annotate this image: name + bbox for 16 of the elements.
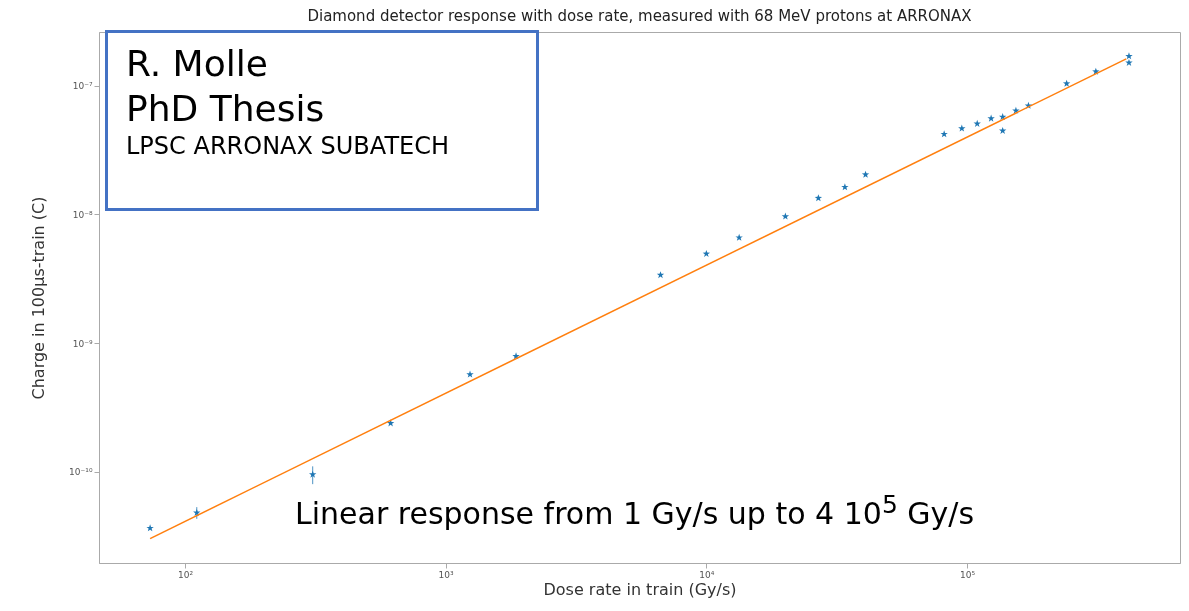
y-tick-label: 10⁻¹⁰ [69, 467, 93, 478]
chart-title: Diamond detector response with dose rate, measured with 68 MeV protons at ARRONAX [307, 7, 972, 25]
y-tick-label: 10⁻⁸ [72, 209, 93, 220]
x-axis-title: Dose rate in train (Gy/s) [543, 579, 737, 599]
annotation: PhD Thesis [126, 87, 326, 131]
x-tick-label: 10³ [438, 569, 455, 580]
y-axis-title: Charge in 100µs-train (C) [29, 196, 49, 400]
x-tick-label: 10² [177, 569, 194, 580]
annotation: R. Molle [126, 42, 269, 86]
annotation: LPSC ARRONAX SUBATECH [126, 131, 450, 161]
y-tick-label: 10⁻⁹ [72, 338, 93, 349]
y-tick-label: 10⁻⁷ [72, 81, 93, 92]
x-tick-label: 10⁴ [699, 569, 715, 580]
x-tick-label: 10⁵ [960, 569, 976, 580]
text-frame: R. Molle PhD Thesis LPSC ARRONAX SUBATECH [105, 30, 539, 211]
annotation: Linear response from 1 Gy/s up to 4 10$^{5}$ Gy/s [295, 490, 975, 531]
